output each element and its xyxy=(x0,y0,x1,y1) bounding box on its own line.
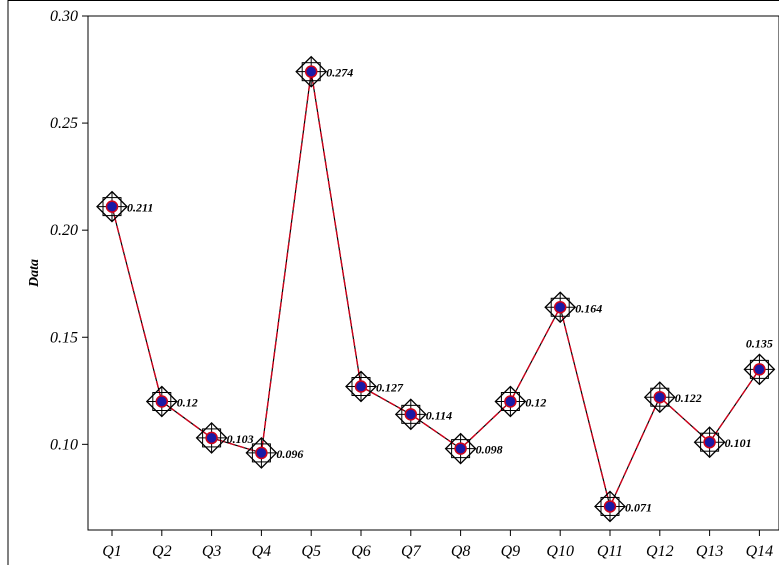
data-label-Q2: 0.12 xyxy=(177,396,198,410)
x-tick-label: Q10 xyxy=(546,543,574,560)
data-point-Q4 xyxy=(245,436,278,469)
data-label-Q14: 0.135 xyxy=(746,336,773,350)
data-label-Q7: 0.114 xyxy=(426,408,452,422)
data-label-Q13: 0.101 xyxy=(725,436,752,450)
data-label-Q4: 0.096 xyxy=(276,447,303,461)
x-tick-label: Q5 xyxy=(301,543,321,560)
data-label-Q8: 0.098 xyxy=(476,443,503,457)
series-line-red xyxy=(111,71,760,509)
y-tick-label: 0.15 xyxy=(50,329,78,346)
marker-dot xyxy=(404,408,418,421)
data-point-Q1 xyxy=(96,190,128,223)
marker-dot xyxy=(105,200,119,213)
x-tick-label: Q3 xyxy=(202,543,222,560)
data-point-Q2 xyxy=(145,385,178,418)
marker-dot xyxy=(703,435,716,449)
x-tick-label: Q4 xyxy=(252,543,272,560)
marker-dot xyxy=(354,380,368,393)
marker-dot xyxy=(255,446,268,460)
marker-dot xyxy=(553,301,567,314)
x-tick-label: Q1 xyxy=(102,543,122,560)
y-tick-label: 0.30 xyxy=(50,8,78,25)
data-point-Q8 xyxy=(444,432,477,465)
data-point-Q3 xyxy=(195,421,228,454)
data-label-Q12: 0.122 xyxy=(675,391,702,405)
data-point-Q12 xyxy=(643,381,676,414)
marker-dot xyxy=(304,65,318,78)
y-tick-label: 0.25 xyxy=(50,115,78,132)
data-point-Q11 xyxy=(594,490,626,523)
data-label-Q5: 0.274 xyxy=(326,66,353,80)
marker-dot xyxy=(205,431,218,445)
data-point-Q14 xyxy=(743,353,776,386)
plot-frame xyxy=(87,15,779,531)
x-tick-label: Q12 xyxy=(646,543,674,560)
marker-dot xyxy=(454,442,467,455)
y-axis-title: Data xyxy=(27,259,42,288)
x-tick-label: Q13 xyxy=(696,543,724,560)
marker-dot xyxy=(753,363,766,376)
data-point-Q10 xyxy=(544,291,577,324)
data-label-Q3: 0.103 xyxy=(227,432,254,446)
data-label-Q1: 0.211 xyxy=(127,201,153,215)
x-tick-label: Q9 xyxy=(501,543,521,560)
x-tick-label: Q8 xyxy=(451,543,471,560)
y-tick-label: 0.10 xyxy=(50,436,78,453)
marker-dot xyxy=(504,395,517,408)
data-label-Q11: 0.071 xyxy=(625,500,652,514)
x-tick-label: Q6 xyxy=(351,543,371,560)
x-tick-label: Q11 xyxy=(597,543,623,560)
x-tick-label: Q14 xyxy=(746,543,774,560)
data-label-Q9: 0.12 xyxy=(525,396,546,410)
data-point-Q5 xyxy=(295,55,328,88)
data-point-Q13 xyxy=(693,426,726,459)
data-point-Q9 xyxy=(494,385,527,418)
data-point-Q7 xyxy=(394,398,427,431)
marker-dot xyxy=(155,395,169,408)
data-label-Q10: 0.164 xyxy=(575,301,602,315)
data-label-Q6: 0.127 xyxy=(376,381,404,395)
marker-dot xyxy=(603,500,617,513)
data-point-Q6 xyxy=(345,370,377,403)
marker-dot xyxy=(653,390,667,404)
x-tick-label: Q7 xyxy=(401,543,422,560)
y-tick-label: 0.20 xyxy=(50,222,78,239)
x-tick-label: Q2 xyxy=(152,543,172,560)
